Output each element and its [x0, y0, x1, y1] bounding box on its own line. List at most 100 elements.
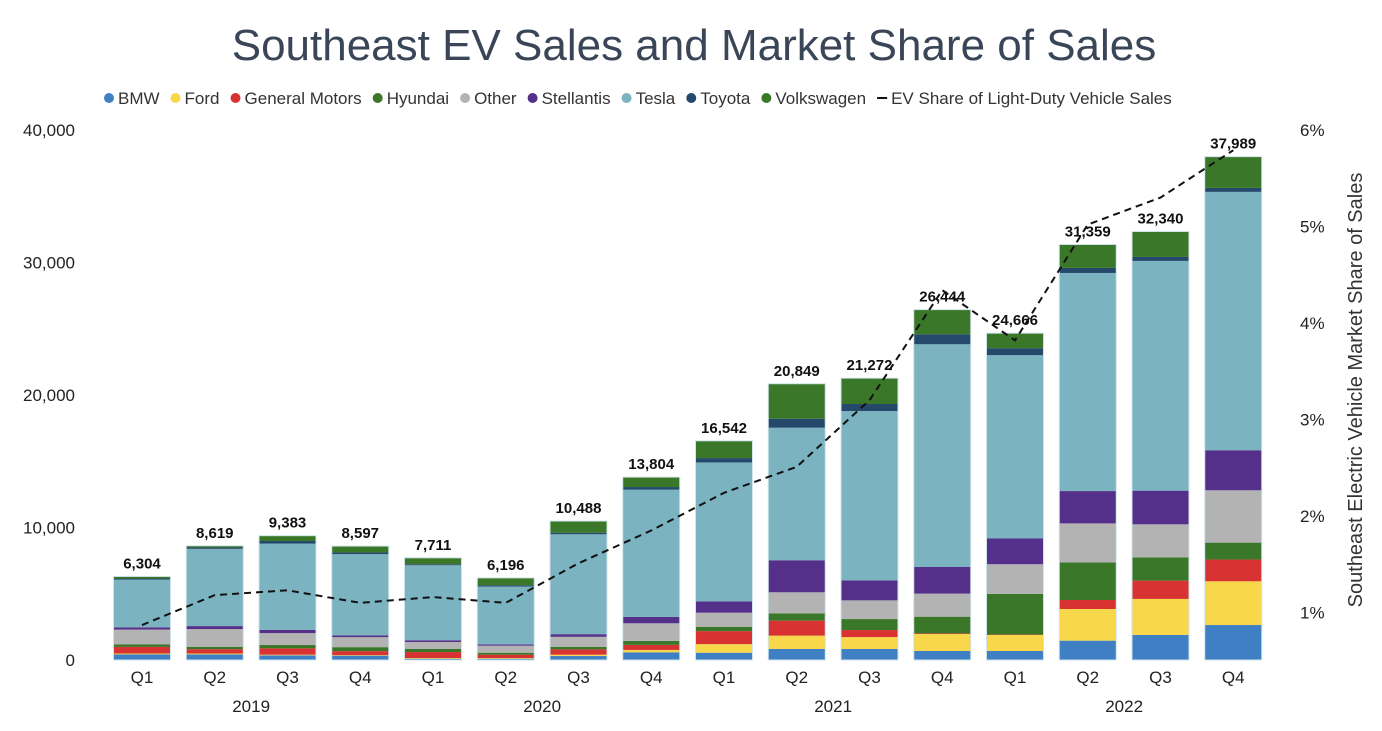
bar-segment-stellantis: [623, 617, 680, 623]
bar-segment-hyundai: [332, 647, 389, 651]
bar-segment-general-motors: [1132, 581, 1189, 599]
bar-segment-other: [259, 633, 316, 645]
total-label: 7,711: [415, 537, 452, 554]
bar-segment-ford: [841, 637, 898, 649]
bar-segment-hyundai: [114, 644, 171, 646]
y2-tick-label: 2%: [1300, 507, 1325, 526]
bar-segment-stellantis: [987, 538, 1044, 564]
bar-segment-tesla: [186, 549, 243, 626]
legend-swatch: [460, 93, 470, 103]
bar-segment-tesla: [623, 490, 680, 617]
bar-segment-toyota: [987, 348, 1044, 355]
bar-segment-toyota: [1205, 188, 1262, 192]
x-tick-label: Q2: [203, 668, 226, 687]
bar-segment-tesla: [841, 411, 898, 580]
bar-segment-other: [477, 646, 534, 653]
x-tick-label: Q3: [858, 668, 881, 687]
bar-segment-ford: [405, 658, 462, 659]
bar-segment-general-motors: [477, 655, 534, 658]
bar-segment-general-motors: [114, 647, 171, 654]
legend-item-bmw: BMW: [104, 89, 160, 108]
bar-stack: [259, 536, 316, 660]
legend-swatch: [761, 93, 771, 103]
bar-segment-hyundai: [768, 613, 825, 620]
total-label: 24,666: [992, 312, 1038, 329]
bar-segment-other: [186, 629, 243, 647]
bar-segment-volkswagen: [259, 536, 316, 541]
bar-stack: [914, 310, 971, 660]
bar-stack: [332, 546, 389, 660]
total-label: 32,340: [1138, 210, 1184, 227]
bar-segment-tesla: [405, 565, 462, 640]
bar-segment-toyota: [841, 404, 898, 411]
x-year-label: 2020: [523, 697, 561, 716]
bar-segment-bmw: [114, 654, 171, 660]
bar-segment-other: [914, 594, 971, 617]
y2-tick-label: 5%: [1300, 218, 1325, 237]
total-label: 16,542: [701, 420, 747, 437]
bar-segment-general-motors: [186, 649, 243, 653]
bar-segment-tesla: [477, 587, 534, 645]
bar-segment-stellantis: [914, 567, 971, 594]
bar-segment-volkswagen: [623, 477, 680, 487]
bar-segment-bmw: [623, 652, 680, 660]
legend-label: Toyota: [700, 89, 751, 108]
bar-segment-toyota: [696, 458, 753, 462]
y-tick-label: 0: [66, 651, 75, 670]
bar-segment-other: [987, 564, 1044, 594]
bar-segment-other: [696, 613, 753, 627]
x-tick-label: Q2: [1076, 668, 1099, 687]
legend-item-hyundai: Hyundai: [373, 89, 449, 108]
bar-segment-general-motors: [623, 645, 680, 650]
bar-segment-other: [332, 637, 389, 647]
legend-swatch: [622, 93, 632, 103]
bar-segment-ford: [1205, 581, 1262, 625]
bar-segment-other: [1205, 490, 1262, 542]
total-label: 8,597: [341, 525, 379, 542]
bar-segment-volkswagen: [768, 384, 825, 419]
bar-segment-hyundai: [477, 653, 534, 655]
legend-item-general-motors: General Motors: [231, 89, 362, 108]
x-tick-label: Q4: [640, 668, 663, 687]
chart-title: Southeast EV Sales and Market Share of S…: [232, 21, 1157, 70]
bar-segment-bmw: [1059, 641, 1116, 660]
bar-segment-tesla: [114, 580, 171, 628]
bar-segment-volkswagen: [1205, 157, 1262, 188]
bar-stack: [841, 378, 898, 660]
x-tick-label: Q1: [422, 668, 445, 687]
bar-segment-stellantis: [186, 626, 243, 629]
bar-segment-toyota: [1132, 257, 1189, 261]
bar-stack: [405, 558, 462, 660]
bar-segment-toyota: [405, 564, 462, 565]
bar-segment-general-motors: [1059, 600, 1116, 609]
total-label: 6,196: [487, 557, 525, 574]
bar-segment-toyota: [1059, 268, 1116, 273]
bar-segment-other: [1059, 523, 1116, 562]
bar-segment-stellantis: [477, 644, 534, 645]
bar-segment-bmw: [1132, 635, 1189, 660]
x-year-label: 2021: [814, 697, 852, 716]
legend-label: Volkswagen: [775, 89, 866, 108]
bar-segment-ford: [1132, 599, 1189, 635]
bar-segment-hyundai: [550, 647, 607, 650]
bar-segment-stellantis: [768, 560, 825, 592]
total-label: 26,444: [919, 289, 966, 306]
legend-label: Ford: [185, 89, 220, 108]
y2-tick-label: 4%: [1300, 314, 1325, 333]
legend-item-ford: Ford: [171, 89, 220, 108]
legend-label: Stellantis: [542, 89, 611, 108]
bar-segment-tesla: [914, 344, 971, 567]
x-tick-label: Q3: [567, 668, 590, 687]
legend-label: Tesla: [636, 89, 676, 108]
bar-segment-tesla: [987, 355, 1044, 538]
legend-swatch: [686, 93, 696, 103]
legend-label: Hyundai: [387, 89, 449, 108]
bar-segment-bmw: [186, 654, 243, 660]
bar-segment-toyota: [114, 579, 171, 580]
y-tick-label: 40,000: [23, 121, 75, 140]
total-label: 37,989: [1210, 136, 1256, 153]
bar-segment-general-motors: [332, 651, 389, 655]
bar-segment-bmw: [768, 649, 825, 660]
bar-segment-hyundai: [987, 594, 1044, 635]
